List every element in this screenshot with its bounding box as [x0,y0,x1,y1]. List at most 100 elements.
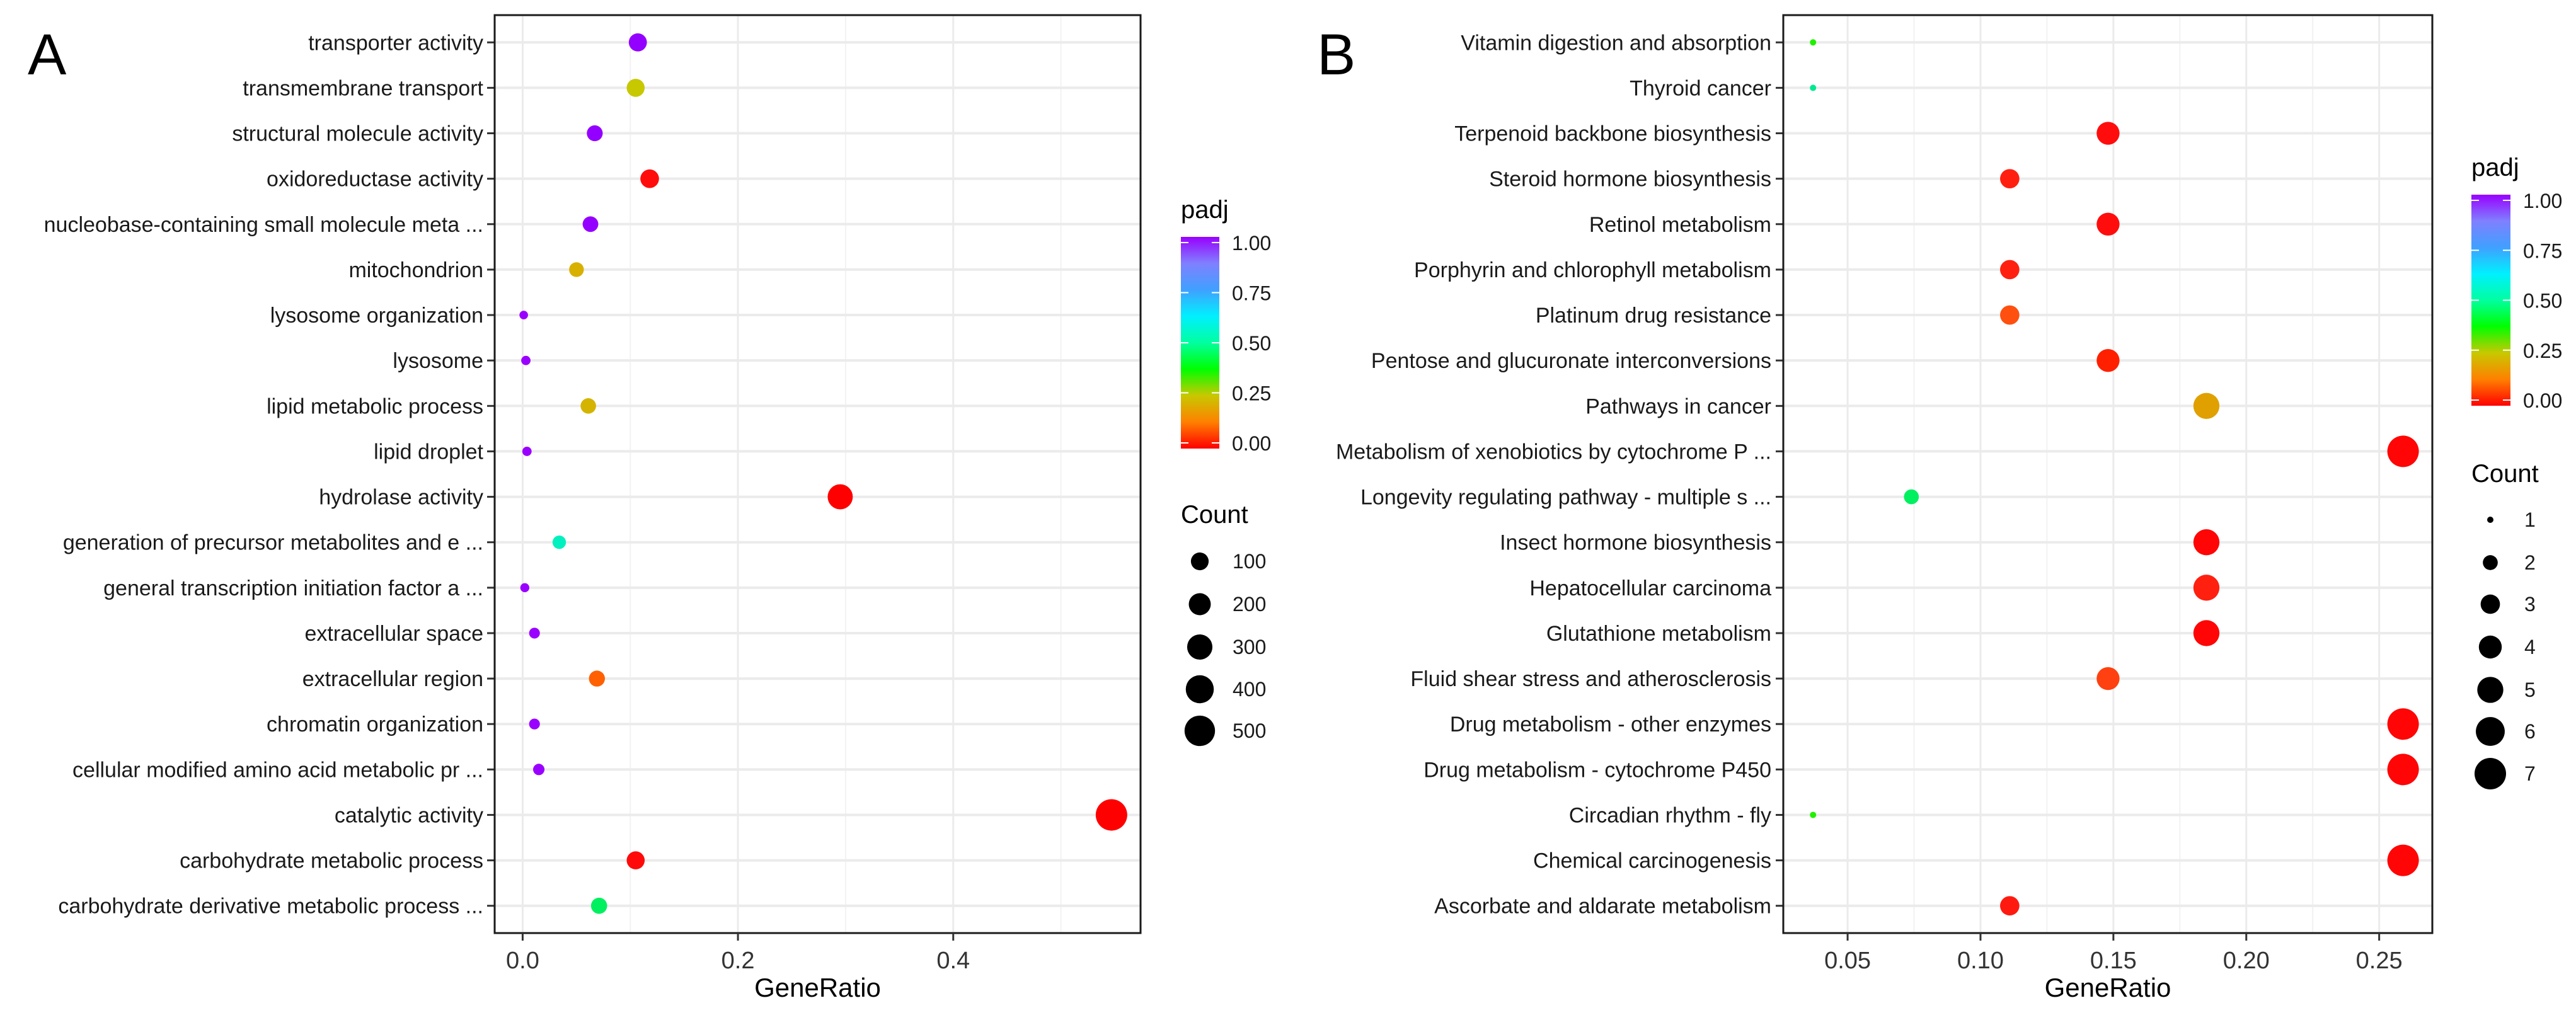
data-point [2387,435,2419,467]
category-label: Circadian rhythm - fly [1569,803,1771,827]
data-point [569,262,584,277]
color-legend-title: padj [1181,196,1229,224]
data-point [529,627,540,639]
category-label: lysosome organization [270,304,483,328]
data-point [2096,348,2120,372]
category-label: Thyroid cancer [1630,76,1771,100]
x-tick-label: 0.20 [2223,948,2270,974]
category-label: mitochondrion [348,258,483,282]
data-point [2193,575,2220,601]
data-point [1810,811,1817,818]
category-label: Ascorbate and aldarate metabolism [1434,895,1771,919]
size-legend-key [1185,675,1214,704]
size-legend-label: 7 [2524,762,2536,785]
colorbar-label: 0.50 [1232,332,1271,355]
data-point [1904,489,1919,505]
size-legend-key [1188,593,1211,616]
category-label: Drug metabolism - other enzymes [1450,713,1771,736]
size-legend-label: 6 [2524,720,2536,743]
category-label: carbohydrate metabolic process [180,849,483,873]
data-point [552,536,566,549]
size-legend-key [2480,594,2500,614]
color-legend-title: padj [2471,154,2519,181]
category-label: transporter activity [308,31,483,55]
data-point [590,897,607,914]
x-tick-label: 0.4 [936,948,970,974]
category-label: general transcription initiation factor … [103,576,483,600]
data-point [827,484,853,510]
category-label: Vitamin digestion and absorption [1461,31,1771,55]
size-legend-key [2487,517,2493,523]
plot-background [1783,15,2432,933]
size-legend-key [2478,635,2502,659]
category-label: Longevity regulating pathway - multiple … [1360,486,1771,510]
category-label: Steroid hormone biosynthesis [1489,168,1771,192]
panel-border [493,14,1142,934]
size-legend-label: 400 [1233,678,1266,701]
size-legend-label: 2 [2524,551,2536,574]
data-point [626,79,645,97]
category-label: lipid metabolic process [267,394,483,418]
category-label: cellular modified amino acid metabolic p… [72,758,483,782]
category-label: Porphyrin and chlorophyll metabolism [1414,258,1771,282]
category-label: extracellular region [302,667,483,691]
data-point [582,216,599,232]
data-point [1095,799,1127,831]
data-point [628,33,647,52]
data-point [2193,529,2220,556]
data-point [520,583,529,592]
colorbar-label: 0.00 [2523,389,2562,412]
size-legend-key [1190,552,1209,571]
x-tick-label: 0.05 [1824,948,1871,974]
category-label: Platinum drug resistance [1536,304,1771,328]
size-legend-key [2475,758,2506,789]
category-label: transmembrane transport [243,76,483,100]
category-label: oxidoreductase activity [267,168,483,192]
data-point [529,718,540,730]
category-label: Retinol metabolism [1589,213,1771,237]
data-point [2096,212,2120,236]
category-label: Fluid shear stress and atherosclerosis [1410,667,1771,691]
category-label: Drug metabolism - cytochrome P450 [1423,758,1771,782]
category-label: Pentose and glucuronate interconversions [1371,349,1771,373]
data-point [2193,393,2220,419]
x-tick-label: 0.0 [506,948,539,974]
size-legend-label: 1 [2524,508,2536,531]
colorbar-label: 0.25 [2523,340,2562,362]
size-legend-key [2483,555,2498,570]
data-point [522,447,532,456]
size-legend-key [1184,715,1216,747]
x-axis-title: GeneRatio [754,973,881,1002]
category-label: Glutathione metabolism [1546,622,1771,646]
x-tick-label: 0.15 [2090,948,2137,974]
data-point [2000,305,2020,325]
colorbar-label: 1.00 [2523,190,2562,212]
colorbar-label: 1.00 [1232,232,1271,255]
data-point [589,670,605,687]
data-point [2387,754,2419,786]
size-legend-label: 5 [2524,679,2536,701]
size-legend-key [1187,634,1213,660]
size-legend-label: 3 [2524,593,2536,616]
category-label: chromatin organization [267,713,483,736]
category-label: Hepatocellular carcinoma [1529,576,1771,600]
data-point [2000,260,2020,280]
category-label: structural molecule activity [232,122,483,146]
data-point [2096,122,2120,145]
category-label: catalytic activity [335,803,483,827]
category-label: Pathways in cancer [1585,394,1771,418]
category-label: lipid droplet [374,440,483,464]
category-label: generation of precursor metabolites and … [63,531,483,555]
size-legend-key [2476,717,2505,746]
data-point [2387,708,2419,740]
category-label: extracellular space [305,622,483,646]
panel-letter: A [28,23,67,87]
plot-background [495,15,1141,933]
category-label: Chemical carcinogenesis [1533,849,1771,873]
size-legend-title: Count [1181,501,1248,529]
category-label: hydrolase activity [319,486,483,510]
data-point [2000,896,2020,916]
data-point [519,311,528,319]
size-legend-label: 100 [1233,550,1266,573]
